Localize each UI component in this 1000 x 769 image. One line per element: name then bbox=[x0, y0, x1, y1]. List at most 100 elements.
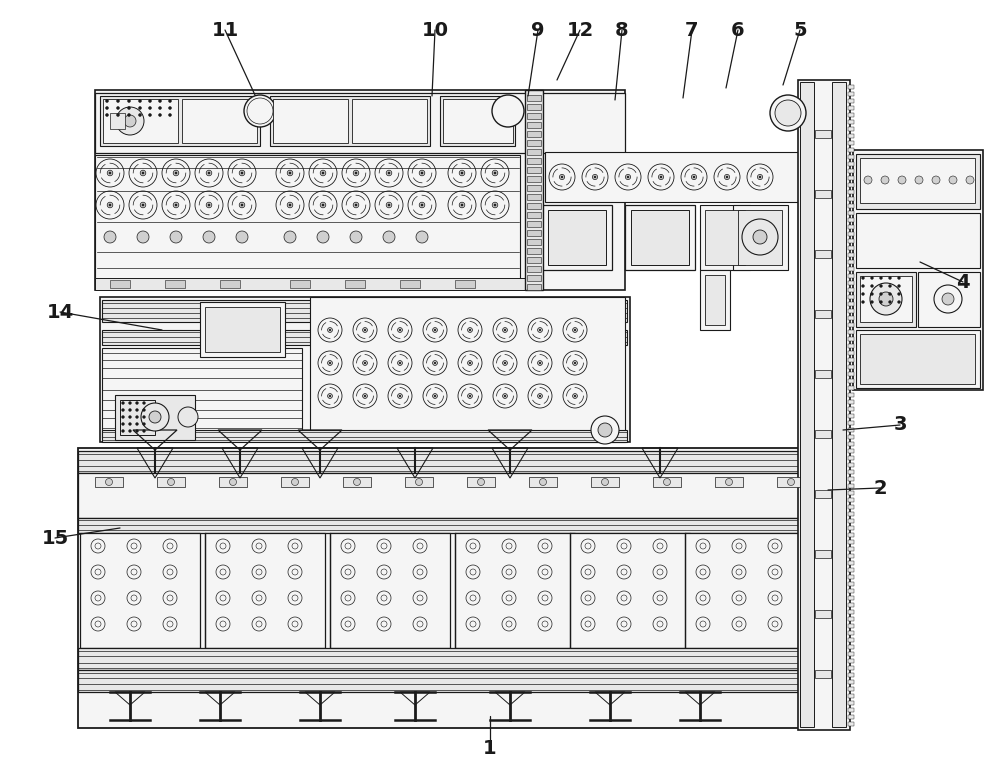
Bar bbox=[848, 645, 854, 649]
Circle shape bbox=[433, 394, 437, 398]
Bar bbox=[848, 533, 854, 537]
Circle shape bbox=[247, 98, 273, 124]
Bar bbox=[443, 99, 513, 143]
Bar bbox=[78, 451, 826, 473]
Circle shape bbox=[116, 107, 144, 135]
Circle shape bbox=[208, 172, 210, 174]
Bar bbox=[527, 257, 541, 263]
Circle shape bbox=[468, 361, 472, 365]
Bar bbox=[848, 134, 854, 138]
Bar bbox=[815, 190, 831, 198]
Circle shape bbox=[898, 301, 900, 304]
Circle shape bbox=[625, 175, 631, 180]
Bar bbox=[848, 428, 854, 432]
Bar bbox=[527, 248, 541, 254]
Bar bbox=[78, 473, 826, 518]
Bar bbox=[848, 169, 854, 173]
Bar bbox=[352, 99, 427, 143]
Bar bbox=[281, 477, 309, 487]
Bar bbox=[798, 80, 850, 730]
Circle shape bbox=[504, 329, 506, 331]
Bar bbox=[848, 484, 854, 488]
Bar bbox=[219, 477, 247, 487]
Circle shape bbox=[862, 285, 864, 288]
Circle shape bbox=[173, 170, 179, 176]
Bar bbox=[848, 673, 854, 677]
Bar bbox=[856, 154, 980, 209]
Bar bbox=[848, 575, 854, 579]
Circle shape bbox=[143, 430, 146, 432]
Bar bbox=[95, 90, 625, 290]
Circle shape bbox=[539, 362, 541, 364]
Circle shape bbox=[388, 172, 390, 174]
Bar bbox=[848, 99, 854, 103]
Circle shape bbox=[399, 395, 401, 397]
Circle shape bbox=[116, 114, 120, 116]
Bar bbox=[705, 210, 745, 265]
Circle shape bbox=[364, 329, 366, 331]
Circle shape bbox=[128, 408, 132, 411]
Circle shape bbox=[399, 362, 401, 364]
Circle shape bbox=[353, 202, 359, 208]
Bar bbox=[848, 498, 854, 502]
Text: 9: 9 bbox=[531, 21, 545, 39]
Circle shape bbox=[206, 202, 212, 208]
Circle shape bbox=[459, 202, 465, 208]
Circle shape bbox=[416, 478, 422, 485]
Bar bbox=[848, 120, 854, 124]
Circle shape bbox=[539, 329, 541, 331]
Bar bbox=[120, 400, 155, 435]
Bar bbox=[848, 421, 854, 425]
Circle shape bbox=[880, 292, 883, 295]
Bar bbox=[102, 348, 302, 438]
Circle shape bbox=[574, 329, 576, 331]
Circle shape bbox=[880, 301, 883, 304]
Circle shape bbox=[538, 328, 542, 332]
Bar bbox=[527, 284, 541, 290]
Circle shape bbox=[539, 395, 541, 397]
Bar bbox=[548, 210, 606, 265]
Circle shape bbox=[724, 175, 730, 180]
Circle shape bbox=[492, 170, 498, 176]
Circle shape bbox=[492, 202, 498, 208]
Bar bbox=[848, 372, 854, 376]
Circle shape bbox=[757, 175, 763, 180]
Bar bbox=[848, 323, 854, 327]
Circle shape bbox=[469, 329, 471, 331]
Bar bbox=[848, 386, 854, 390]
Circle shape bbox=[627, 176, 629, 178]
Bar bbox=[815, 670, 831, 678]
Circle shape bbox=[158, 114, 162, 116]
Circle shape bbox=[109, 172, 111, 174]
Circle shape bbox=[862, 277, 864, 279]
Circle shape bbox=[416, 231, 428, 243]
Bar bbox=[848, 547, 854, 551]
Bar bbox=[848, 204, 854, 208]
Circle shape bbox=[158, 99, 162, 102]
Bar bbox=[848, 659, 854, 663]
Circle shape bbox=[350, 231, 362, 243]
Bar bbox=[95, 155, 520, 285]
Circle shape bbox=[421, 204, 423, 206]
Circle shape bbox=[898, 176, 906, 184]
Circle shape bbox=[148, 99, 152, 102]
Text: 2: 2 bbox=[873, 478, 887, 498]
Circle shape bbox=[693, 176, 695, 178]
Circle shape bbox=[328, 361, 332, 365]
Circle shape bbox=[158, 106, 162, 109]
Bar bbox=[527, 221, 541, 227]
Bar bbox=[848, 393, 854, 397]
Bar bbox=[848, 470, 854, 474]
Bar bbox=[848, 239, 854, 243]
Bar bbox=[527, 275, 541, 281]
Circle shape bbox=[434, 362, 436, 364]
Bar bbox=[848, 85, 854, 89]
Bar bbox=[848, 295, 854, 299]
Bar bbox=[738, 210, 782, 265]
Circle shape bbox=[136, 430, 138, 432]
Bar bbox=[848, 701, 854, 705]
Bar bbox=[848, 190, 854, 194]
Circle shape bbox=[142, 204, 144, 206]
Circle shape bbox=[898, 277, 900, 279]
Circle shape bbox=[244, 95, 276, 127]
